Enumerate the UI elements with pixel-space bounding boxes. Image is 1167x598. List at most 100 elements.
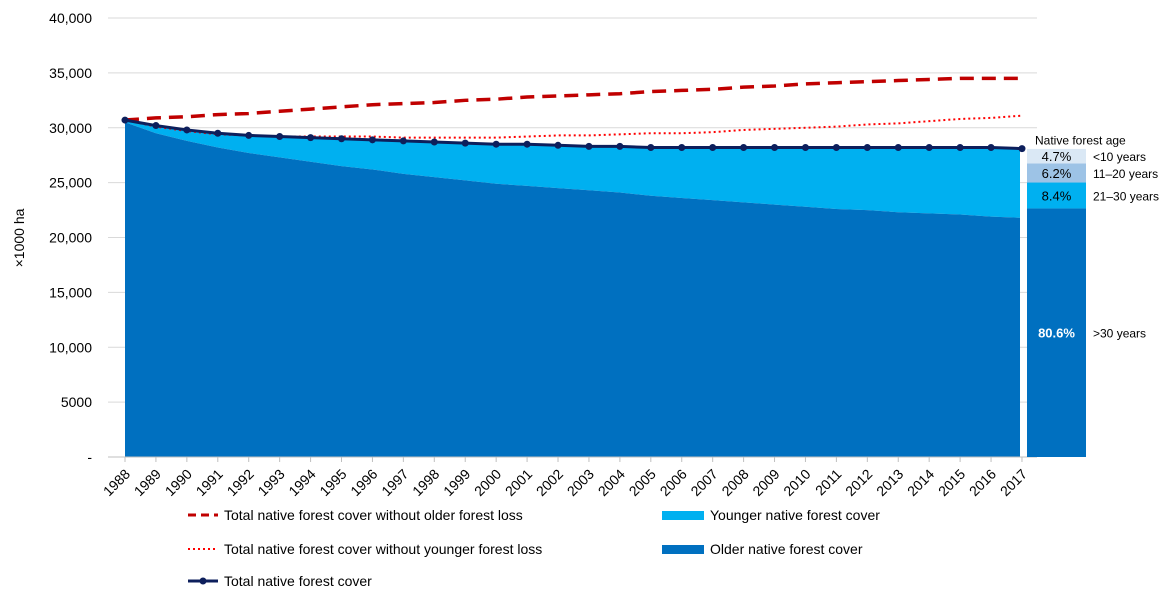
legend-label: Total native forest cover without older … bbox=[224, 507, 523, 523]
legend-label: Total native forest cover without younge… bbox=[224, 541, 543, 557]
y-tick-label: 40,000 bbox=[49, 10, 92, 26]
legend-item: Total native forest cover without older … bbox=[188, 507, 523, 523]
total-forest-marker bbox=[152, 122, 160, 130]
x-tick-label: 2008 bbox=[718, 466, 751, 499]
x-tick-label: 1996 bbox=[347, 466, 380, 499]
age-segment-range: >30 years bbox=[1093, 327, 1146, 341]
total-forest-marker bbox=[523, 140, 531, 148]
age-segment-range: 21–30 years bbox=[1093, 189, 1159, 203]
age-segment-pct: 8.4% bbox=[1042, 188, 1072, 203]
total-forest-marker bbox=[1018, 145, 1026, 153]
older-native-forest-area bbox=[125, 122, 1020, 457]
total-forest-marker bbox=[678, 144, 686, 152]
x-tick-label: 2014 bbox=[904, 466, 937, 499]
legend-swatch bbox=[188, 577, 218, 585]
younger-native-forest-area bbox=[125, 120, 1020, 218]
age-segment-pct: 4.7% bbox=[1042, 149, 1072, 164]
x-tick-label: 2016 bbox=[966, 466, 999, 499]
total-forest-marker bbox=[554, 141, 562, 149]
x-tick-label: 2012 bbox=[842, 466, 875, 499]
age-segment-pct: 6.2% bbox=[1042, 166, 1072, 181]
y-tick-label: 20,000 bbox=[49, 230, 92, 246]
total-forest-marker bbox=[894, 144, 902, 152]
total-forest-marker bbox=[121, 116, 129, 124]
legend-swatch bbox=[662, 545, 704, 554]
age-segment-range: <10 years bbox=[1093, 150, 1146, 164]
total-forest-marker bbox=[740, 144, 748, 152]
line-total-native-forest bbox=[124, 118, 1023, 151]
legend-item: Younger native forest cover bbox=[662, 507, 880, 523]
y-tick-label: 25,000 bbox=[49, 175, 92, 191]
y-tick-label: 35,000 bbox=[49, 65, 92, 81]
age-segment bbox=[1027, 208, 1086, 457]
x-tick-label: 1995 bbox=[316, 466, 349, 499]
x-tick-label: 2013 bbox=[873, 466, 906, 499]
y-tick-label: 15,000 bbox=[49, 284, 92, 300]
total-forest-marker bbox=[647, 144, 655, 152]
legend-swatch-marker bbox=[199, 577, 207, 585]
legend-swatch bbox=[188, 548, 218, 550]
total-forest-marker bbox=[956, 144, 964, 152]
total-forest-marker bbox=[214, 129, 222, 137]
total-forest-marker bbox=[183, 126, 191, 134]
total-forest-marker bbox=[399, 137, 407, 145]
legend-item: Older native forest cover bbox=[662, 541, 863, 557]
x-tick-label: 2003 bbox=[564, 466, 597, 499]
x-tick-label: 2001 bbox=[502, 466, 535, 499]
area-series bbox=[125, 120, 1020, 457]
x-tick-label: 1994 bbox=[285, 466, 318, 499]
total-forest-marker bbox=[987, 144, 995, 152]
x-tick-label: 2006 bbox=[657, 466, 690, 499]
y-axis-label: ×1000 ha bbox=[11, 208, 27, 267]
legend-label: Older native forest cover bbox=[710, 541, 863, 557]
total-forest-marker bbox=[492, 140, 500, 148]
y-tick-label: 5000 bbox=[61, 394, 92, 410]
x-tick-label: 1993 bbox=[254, 466, 287, 499]
total-forest-marker bbox=[276, 133, 284, 141]
total-forest-marker bbox=[832, 144, 840, 152]
total-forest-marker bbox=[245, 131, 253, 139]
x-tick-label: 2000 bbox=[471, 466, 504, 499]
legend-swatch bbox=[188, 513, 218, 517]
age-segment bbox=[1027, 182, 1086, 209]
legend-label: Younger native forest cover bbox=[710, 507, 880, 523]
x-tick-label: 1999 bbox=[440, 466, 473, 499]
x-tick-label: 2010 bbox=[780, 466, 813, 499]
native-forest-age-bar: Native forest age 80.6% >30 years 8.4% 21–30… bbox=[1027, 134, 1159, 457]
total-forest-marker bbox=[863, 144, 871, 152]
x-tick-label: 1992 bbox=[223, 466, 256, 499]
y-tick-label: - bbox=[87, 449, 92, 465]
total-forest-marker bbox=[925, 144, 933, 152]
y-tick-label: 30,000 bbox=[49, 120, 92, 136]
legend-label: Total native forest cover bbox=[224, 573, 372, 589]
total-forest-marker bbox=[430, 138, 438, 146]
legend-item: Total native forest cover bbox=[188, 573, 372, 589]
x-tick-label: 2011 bbox=[812, 466, 845, 499]
x-tick-label: 2017 bbox=[997, 466, 1030, 499]
x-tick-label: 1998 bbox=[409, 466, 442, 499]
total-forest-marker bbox=[801, 144, 809, 152]
y-tick-label: 10,000 bbox=[49, 339, 92, 355]
legend-swatch-box bbox=[662, 545, 704, 554]
x-tick-label: 2015 bbox=[935, 466, 968, 499]
x-tick-label: 1991 bbox=[193, 466, 226, 499]
total-forest-marker bbox=[771, 144, 779, 152]
total-forest-marker bbox=[338, 135, 346, 143]
x-tick-label: 2007 bbox=[687, 466, 720, 499]
x-tick-label: 1997 bbox=[378, 466, 411, 499]
age-segment-pct: 80.6% bbox=[1038, 326, 1075, 341]
age-segment-range: 11–20 years bbox=[1093, 167, 1158, 181]
legend-item: Total native forest cover without younge… bbox=[188, 541, 542, 557]
age-bar-title: Native forest age bbox=[1035, 134, 1126, 148]
total-forest-marker bbox=[585, 142, 593, 150]
line-without-older-loss bbox=[124, 76, 1022, 122]
line-series bbox=[121, 76, 1026, 153]
x-tick-label: 1988 bbox=[100, 466, 133, 499]
x-tick-label: 1990 bbox=[162, 466, 195, 499]
x-tick-label: 2004 bbox=[595, 466, 628, 499]
legend-swatch bbox=[662, 511, 704, 520]
x-tick-label: 1989 bbox=[131, 466, 164, 499]
total-forest-marker bbox=[307, 134, 315, 142]
age-segment bbox=[1027, 148, 1086, 164]
